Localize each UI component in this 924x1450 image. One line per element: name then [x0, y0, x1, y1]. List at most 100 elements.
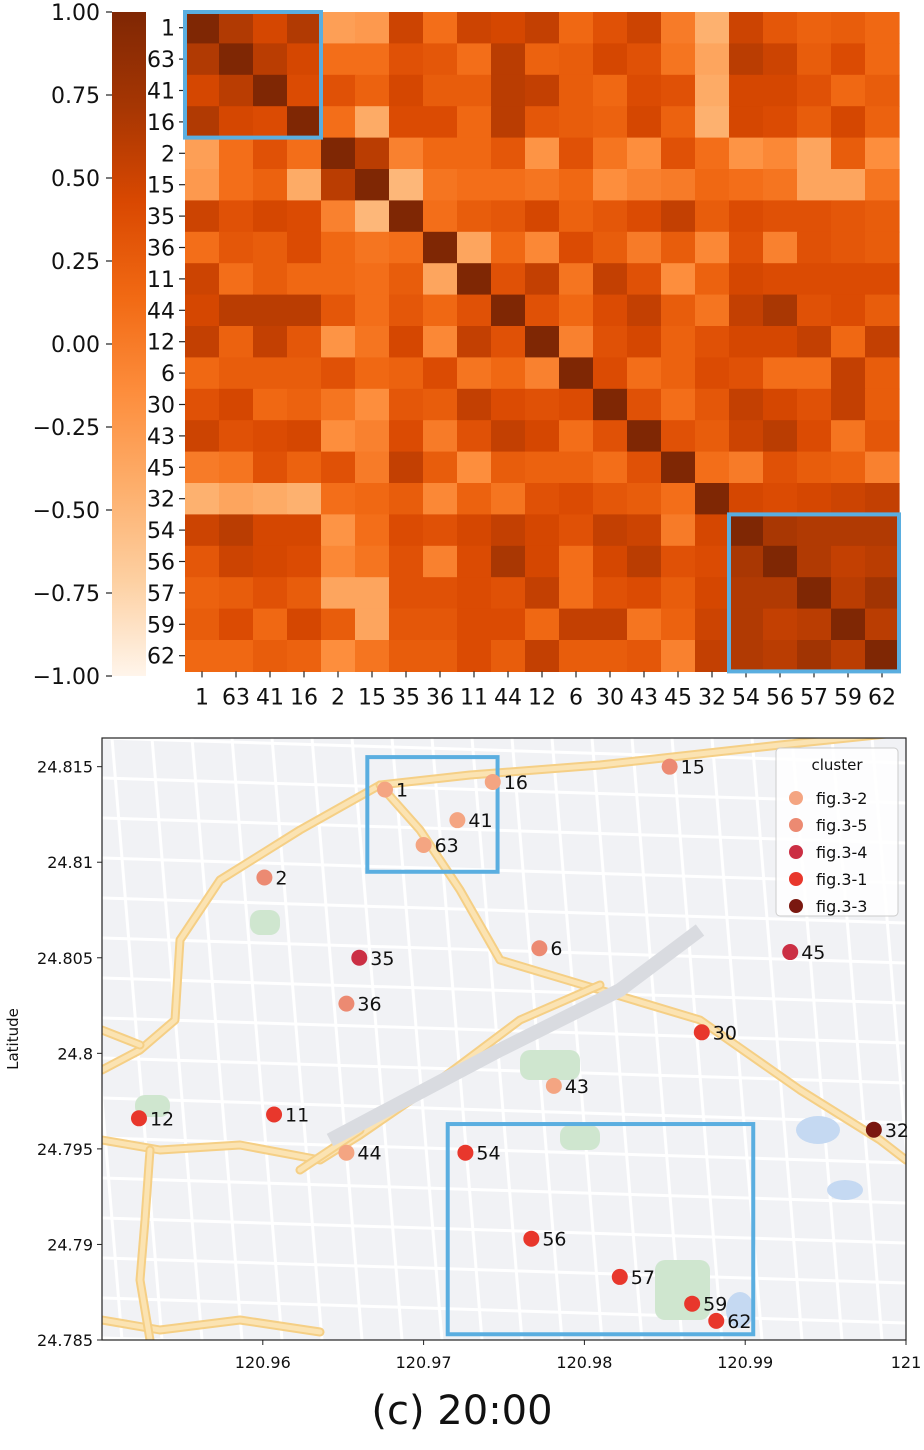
heatmap-cell [185, 514, 220, 547]
colorbar-tick-label: −1.00 [33, 665, 100, 690]
row-tick-label: 63 [147, 48, 175, 73]
heatmap-cell [661, 388, 696, 421]
heatmap-cell [457, 231, 492, 264]
col-tick-label: 44 [494, 685, 522, 710]
heatmap-cell [185, 388, 220, 421]
heatmap-cell [185, 169, 220, 201]
heatmap-cell [457, 483, 492, 515]
heatmap-cell [661, 357, 696, 390]
heatmap-cell [253, 483, 288, 515]
heatmap-cell [729, 451, 764, 484]
heatmap-cell [559, 326, 594, 358]
heatmap-cell [355, 200, 390, 233]
heatmap-cell [865, 74, 900, 107]
heatmap-cell [355, 451, 390, 484]
heatmap-cell [831, 514, 866, 547]
colorbar-tick-label: 0.75 [51, 84, 100, 109]
heatmap-cell [695, 106, 730, 139]
map-street [550, 738, 604, 1340]
heatmap-cell [763, 169, 798, 201]
legend-label: fig.3-5 [816, 816, 867, 835]
heatmap-cell [627, 137, 662, 170]
heatmap-cell [389, 137, 424, 170]
heatmap-cell [525, 388, 560, 421]
highlight-box [365, 755, 500, 874]
col-tick-label: 62 [868, 685, 896, 710]
map-street [190, 738, 244, 1340]
heatmap-cell [797, 483, 832, 515]
heatmap-cell [525, 137, 560, 170]
station-point [523, 1230, 540, 1247]
heatmap-cell [525, 420, 560, 453]
heatmap-cell [797, 263, 832, 296]
heatmap-cell [525, 263, 560, 296]
heatmap-cell [219, 514, 254, 547]
heatmap-cell [423, 326, 458, 358]
heatmap-cell [831, 137, 866, 170]
heatmap-cell [423, 357, 458, 390]
heatmap-cell [865, 514, 900, 547]
heatmap-cell [593, 169, 628, 201]
heatmap-cell [627, 74, 662, 107]
heatmap-cell [491, 640, 526, 672]
heatmap-cell [321, 545, 356, 578]
heatmap-cell [763, 231, 798, 264]
colorbar [112, 12, 146, 676]
heatmap-cell [627, 106, 662, 139]
heatmap-cell [423, 74, 458, 107]
map-street [102, 816, 906, 845]
station-label: 54 [476, 1143, 500, 1165]
heatmap-cell [389, 608, 424, 641]
legend-label: fig.3-2 [816, 789, 867, 808]
heatmap-cell [423, 640, 458, 672]
heatmap-cell [797, 577, 832, 610]
heatmap-cell [457, 263, 492, 296]
map-street [102, 976, 906, 1005]
heatmap-cell [491, 420, 526, 453]
heatmap-cell [253, 451, 288, 484]
station-label: 63 [435, 835, 459, 857]
heatmap-cell [389, 169, 424, 201]
heatmap-cell [287, 74, 322, 107]
heatmap-cell [185, 545, 220, 578]
station-label: 56 [542, 1229, 566, 1251]
station-label: 32 [885, 1120, 909, 1142]
heatmap-cell [525, 231, 560, 264]
heatmap-cell [219, 420, 254, 453]
heatmap-cell [321, 200, 356, 233]
map-street [630, 738, 684, 1340]
heatmap-cell [831, 12, 866, 44]
heatmap-cell [423, 169, 458, 201]
heatmap-cell [491, 514, 526, 547]
heatmap-cell [695, 483, 730, 515]
colorbar-tick-label: 0.50 [51, 167, 100, 192]
heatmap-cell [729, 420, 764, 453]
heatmap-cell [865, 357, 900, 390]
row-tick-label: 16 [147, 111, 175, 136]
map-highway-center [102, 1027, 143, 1048]
heatmap-cell [831, 577, 866, 610]
heatmap-cell [593, 608, 628, 641]
col-tick-label: 30 [596, 685, 624, 710]
heatmap-cell [287, 137, 322, 170]
heatmap-cell [355, 640, 390, 672]
heatmap-cell [287, 326, 322, 358]
heatmap-cell [661, 577, 696, 610]
heatmap-cell [389, 200, 424, 233]
heatmap-cell [797, 74, 832, 107]
heatmap-cell [593, 106, 628, 139]
figure-caption: (c) 20:00 [371, 1388, 553, 1434]
map-street [310, 738, 364, 1340]
heatmap-cell [219, 231, 254, 264]
heatmap-cell [661, 326, 696, 358]
heatmap-cell [661, 294, 696, 327]
heatmap-cell [253, 640, 288, 672]
heatmap-cell [253, 106, 288, 139]
heatmap-cell [423, 200, 458, 233]
heatmap-cell [559, 577, 594, 610]
heatmap-cell [287, 106, 322, 139]
heatmap-cell [321, 12, 356, 44]
heatmap-cell [865, 106, 900, 139]
heatmap-cell [661, 514, 696, 547]
map-park [250, 910, 280, 935]
